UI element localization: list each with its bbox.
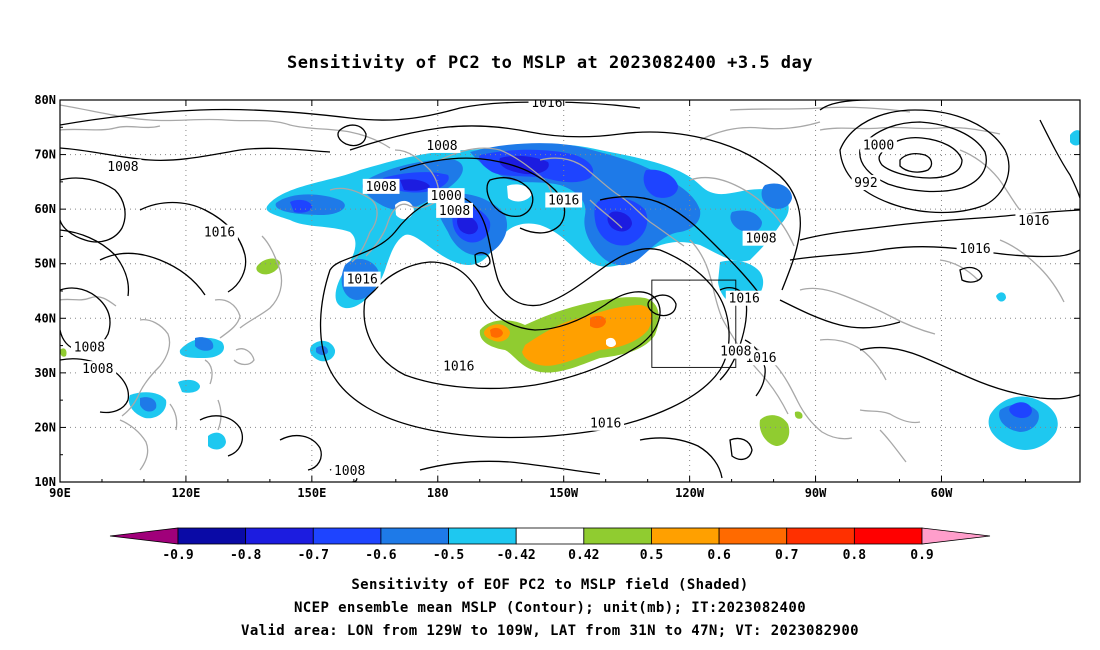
contour-label: 1008 — [439, 204, 470, 219]
caption-line-3: Valid area: LON from 129W to 109W, LAT f… — [241, 623, 859, 639]
contour-label-bg — [104, 159, 142, 175]
lon-tick-label: 120E — [171, 486, 200, 500]
shaded-positive-strong — [490, 315, 606, 338]
colorbar-swatch — [786, 527, 855, 545]
contour-label-bg — [742, 230, 780, 246]
colorbar-swatch — [380, 527, 449, 545]
contour-label-bg — [528, 100, 566, 110]
contour-label-bg — [860, 137, 897, 153]
longitude-axis: 90E 120E 150E 180 150W 120W 90W 60W — [49, 100, 1026, 500]
colorbar-label: 0.8 — [843, 548, 867, 563]
contour-label: 1008 — [107, 160, 138, 175]
contour-label-bg — [545, 192, 583, 208]
colorbar-swatch — [583, 527, 652, 545]
contour-label: 1008 — [745, 232, 776, 247]
colorbar-swatch — [245, 527, 314, 545]
contour-label-bg — [587, 415, 625, 431]
contour-label-bg — [427, 188, 465, 204]
colorbar-label: 0.5 — [640, 548, 663, 563]
colorbar-swatch — [718, 527, 788, 545]
contour-label: 1016 — [1018, 214, 1049, 229]
contour-label-bg — [440, 358, 478, 374]
contour-label: 1016 — [590, 417, 621, 432]
contour-label: 1016 — [347, 273, 378, 288]
lon-tick-label: 150E — [297, 486, 326, 500]
contour-label: 1016 — [548, 194, 579, 209]
colorbar-swatch — [853, 527, 923, 545]
lat-tick-label: 60N — [34, 202, 56, 216]
lat-tick-label: 40N — [34, 311, 56, 325]
contour-label: 1008 — [82, 362, 113, 377]
contour-label-bg — [201, 224, 238, 240]
map-title: Sensitivity of PC2 to MSLP at 2023082400… — [287, 53, 813, 73]
contour-label: 992 — [854, 176, 877, 191]
contour-label-bg — [70, 339, 108, 355]
contour-label-bg — [79, 361, 117, 377]
contour-label: 1008 — [720, 345, 751, 360]
lon-tick-label: 60W — [931, 486, 953, 500]
contour-label: 1000 — [863, 138, 894, 153]
colorbar-label: 0.7 — [775, 548, 798, 563]
contour-label-bg — [725, 290, 763, 306]
contour-label: 1000 — [431, 189, 462, 204]
colorbar-label: 0.42 — [568, 548, 599, 563]
caption-line-2: NCEP ensemble mean MSLP (Contour); unit(… — [294, 600, 806, 616]
lon-tick-label: 90W — [805, 486, 827, 500]
map-plot-area: 1016100810081008100010081016101610161000… — [60, 96, 1080, 482]
contour-label-bg — [436, 202, 473, 218]
colorbar: -0.9 -0.8 -0.7 -0.6 -0.5 -0.42 0.42 0.5 0.6 0.7 0.… — [109, 527, 991, 563]
shaded-negative-deep — [400, 155, 632, 235]
colorbar-swatch — [515, 527, 585, 545]
colorbar-label: 0.9 — [910, 548, 933, 563]
colorbar-label: 0.6 — [707, 548, 731, 563]
lon-tick-label: 120W — [675, 486, 705, 500]
lon-tick-label: 150W — [549, 486, 579, 500]
contour-label: 1016 — [959, 242, 990, 257]
colorbar-swatch — [177, 527, 247, 545]
lon-tick-label: 180 — [427, 486, 449, 500]
lon-tick-label: 90E — [49, 486, 71, 500]
contour-label-bg — [717, 343, 755, 359]
contour-label-layer: 1016100810081008100010081016101610161000… — [70, 96, 1053, 479]
contour-label: 1016 — [729, 292, 760, 307]
lat-tick-label: 10N — [34, 475, 56, 489]
colorbar-label: -0.8 — [230, 548, 261, 563]
colorbar-label: -0.9 — [162, 548, 193, 563]
colorbar-extend-high — [921, 527, 991, 545]
lat-tick-label: 30N — [34, 366, 56, 380]
colorbar-label: -0.7 — [298, 548, 329, 563]
valid-area-box — [651, 279, 737, 368]
colorbar-extend-low — [109, 527, 179, 545]
contour-label-bg — [343, 271, 381, 287]
lat-tick-label: 70N — [34, 148, 56, 162]
lat-tick-label: 50N — [34, 257, 56, 271]
coastlines — [60, 104, 1065, 471]
contour-label: 1008 — [365, 180, 396, 195]
colorbar-swatch — [651, 527, 720, 545]
colorbar-label: -0.5 — [433, 548, 464, 563]
colorbar-label: -0.6 — [365, 548, 396, 563]
caption-line-1: Sensitivity of EOF PC2 to MSLP field (Sh… — [351, 577, 748, 593]
contour-label: 1016 — [443, 359, 474, 374]
contour-label: 1016 — [531, 96, 562, 111]
lat-tick-label: 80N — [34, 93, 56, 107]
contour-label: 1016 — [204, 226, 235, 241]
lat-tick-label: 20N — [34, 420, 56, 434]
colorbar-swatch — [312, 527, 382, 545]
contour-label-bg — [956, 241, 994, 257]
contour-label-bg — [362, 178, 400, 194]
contour-label: 1008 — [74, 340, 105, 355]
colorbar-label: -0.42 — [497, 548, 536, 563]
contour-label: 1008 — [426, 139, 457, 154]
contour-label-bg — [331, 463, 369, 479]
contour-label-bg — [851, 175, 881, 191]
contour-label-bg — [1015, 213, 1053, 229]
contour-label: 1008 — [334, 464, 365, 479]
contour-label-bg — [423, 137, 461, 153]
isobar-contours — [60, 100, 1080, 482]
colorbar-swatch — [448, 527, 517, 545]
latitude-axis: 80N 70N 60N 50N 40N 30N 20N 10N — [34, 93, 1080, 489]
